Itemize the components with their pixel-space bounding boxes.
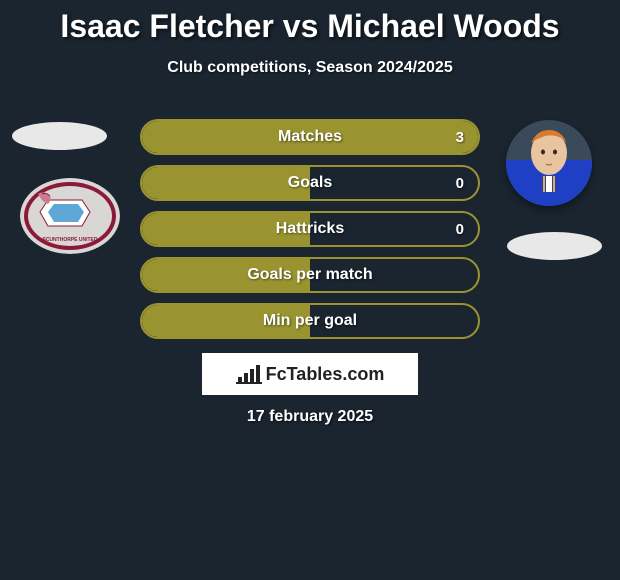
- logo-text: FcTables.com: [266, 364, 385, 385]
- bar-chart-icon: [236, 363, 262, 385]
- stat-label: Goals: [288, 174, 332, 192]
- right-player-photo: [506, 120, 592, 206]
- stat-value: 3: [456, 129, 464, 146]
- left-club-badge: SCUNTHORPE UNITED: [20, 178, 120, 254]
- stat-row-matches: Matches 3: [140, 119, 480, 155]
- fctables-logo: FcTables.com: [202, 353, 418, 395]
- stat-value: 0: [456, 221, 464, 238]
- subtitle: Club competitions, Season 2024/2025: [0, 59, 620, 77]
- stat-row-hattricks: Hattricks 0: [140, 211, 480, 247]
- page-title: Isaac Fletcher vs Michael Woods: [0, 0, 620, 45]
- stat-fill: [142, 167, 310, 199]
- stat-label: Goals per match: [247, 266, 372, 284]
- date-text: 17 february 2025: [0, 408, 620, 426]
- right-shadow-ellipse: [507, 232, 602, 260]
- stats-rows: Matches 3 Goals 0 Hattricks 0 Goals per …: [140, 119, 480, 349]
- stat-row-goals-per-match: Goals per match: [140, 257, 480, 293]
- stat-label: Hattricks: [276, 220, 344, 238]
- stat-value: 0: [456, 175, 464, 192]
- stat-row-goals: Goals 0: [140, 165, 480, 201]
- svg-text:SCUNTHORPE UNITED: SCUNTHORPE UNITED: [42, 237, 97, 243]
- stat-label: Min per goal: [263, 312, 357, 330]
- left-shadow-ellipse: [12, 122, 107, 150]
- stat-row-min-per-goal: Min per goal: [140, 303, 480, 339]
- stat-label: Matches: [278, 128, 342, 146]
